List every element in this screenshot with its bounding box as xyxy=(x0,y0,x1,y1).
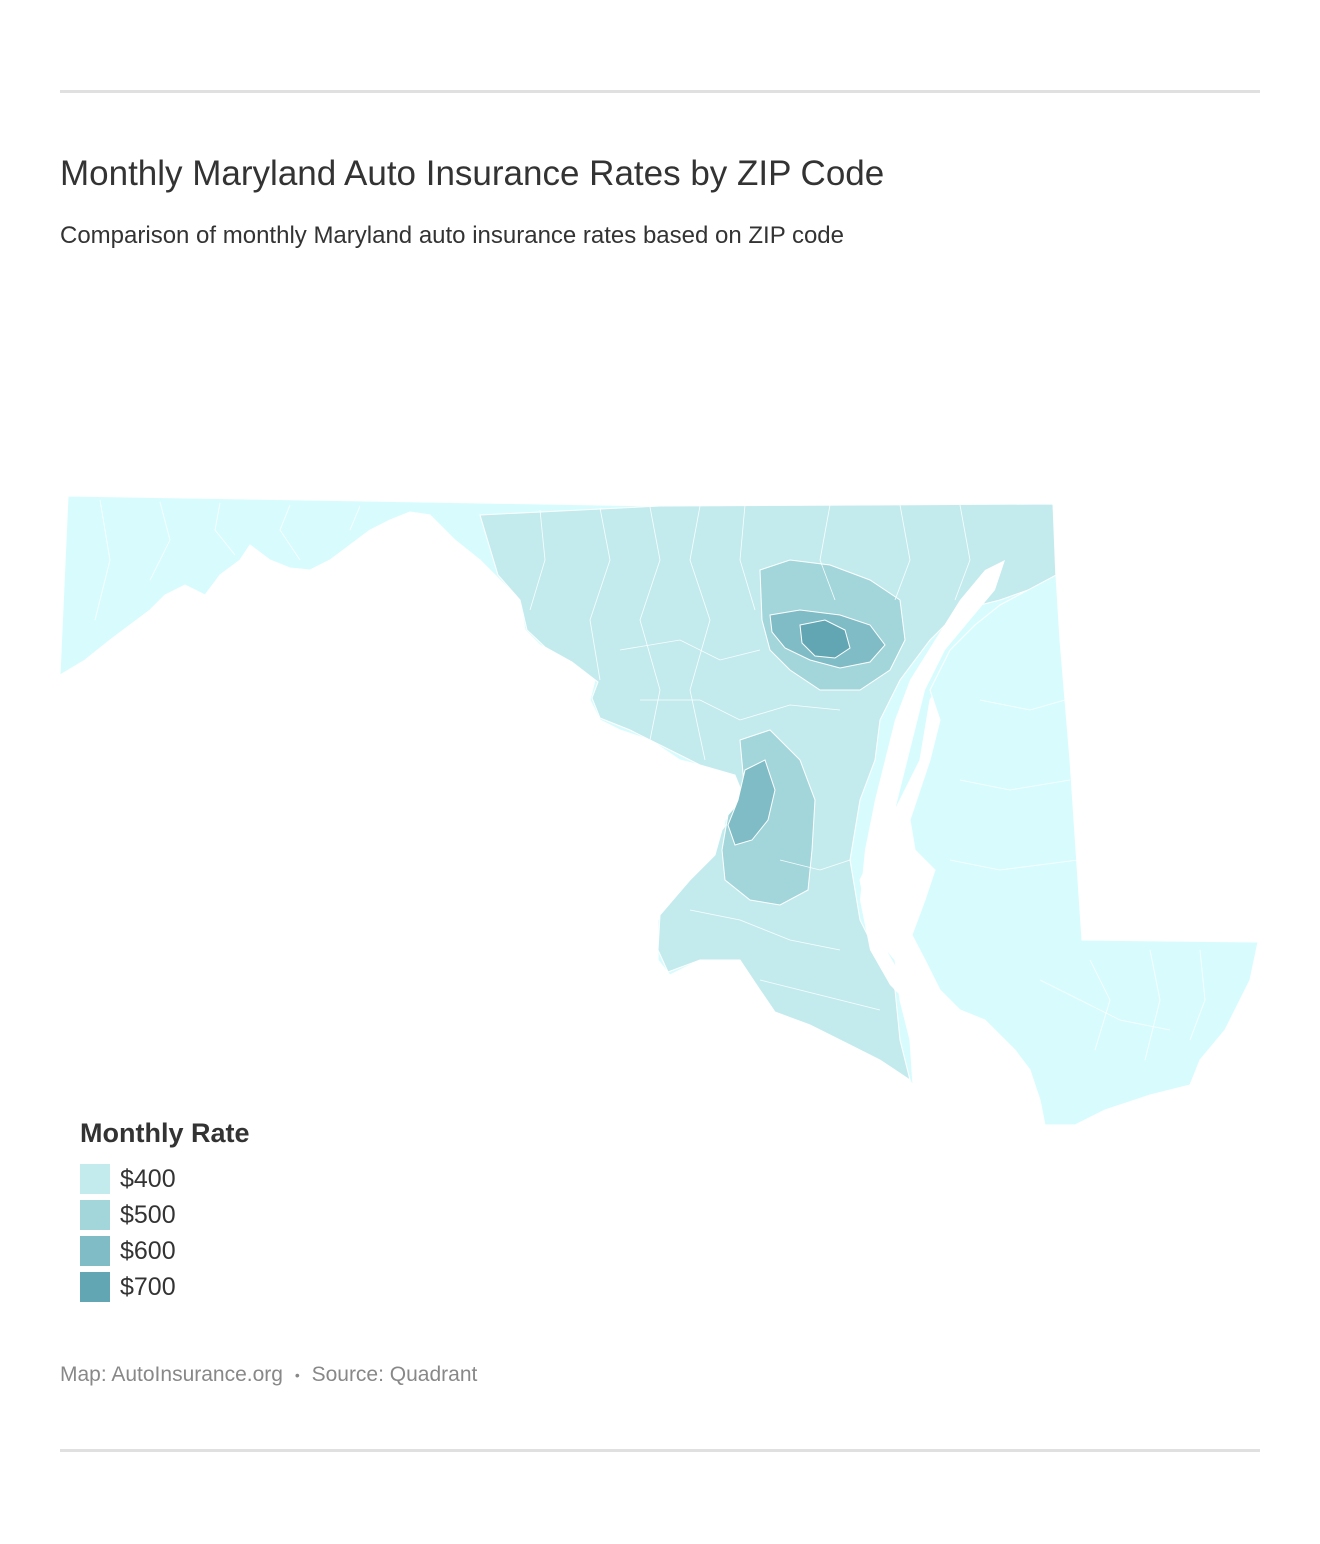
credits-footer: Map: AutoInsurance.org • Source: Quadran… xyxy=(60,1363,477,1387)
page-subtitle: Comparison of monthly Maryland auto insu… xyxy=(60,222,844,249)
zip-boundaries xyxy=(94,499,1206,1061)
map-legend: Monthly Rate $400 $500 $600 $700 xyxy=(80,1118,250,1305)
legend-title: Monthly Rate xyxy=(80,1118,250,1148)
legend-label: $500 xyxy=(120,1200,176,1229)
source-credit: Source: Quadrant xyxy=(311,1363,478,1386)
legend-item-400: $400 xyxy=(80,1161,250,1197)
separator-dot: • xyxy=(294,1367,300,1384)
legend-item-500: $500 xyxy=(80,1197,250,1233)
legend-swatch xyxy=(80,1236,110,1266)
legend-label: $600 xyxy=(120,1236,176,1265)
legend-swatch xyxy=(80,1164,110,1194)
legend-label: $700 xyxy=(120,1272,176,1301)
top-divider xyxy=(60,90,1260,93)
bottom-divider xyxy=(60,1449,1260,1452)
region-600-pg xyxy=(727,759,776,846)
legend-label: $400 xyxy=(120,1164,176,1193)
legend-item-700: $700 xyxy=(80,1269,250,1305)
map-credit: Map: AutoInsurance.org xyxy=(60,1363,283,1386)
region-700-baltimore-city xyxy=(799,619,851,659)
legend-swatch xyxy=(80,1272,110,1302)
legend-swatch xyxy=(80,1200,110,1230)
legend-item-600: $600 xyxy=(80,1233,250,1269)
maryland-zip-map xyxy=(59,495,1259,1126)
page-title: Monthly Maryland Auto Insurance Rates by… xyxy=(60,154,885,193)
chesapeake-bay xyxy=(860,560,1005,1000)
eastern-shore-region xyxy=(909,574,1259,1126)
